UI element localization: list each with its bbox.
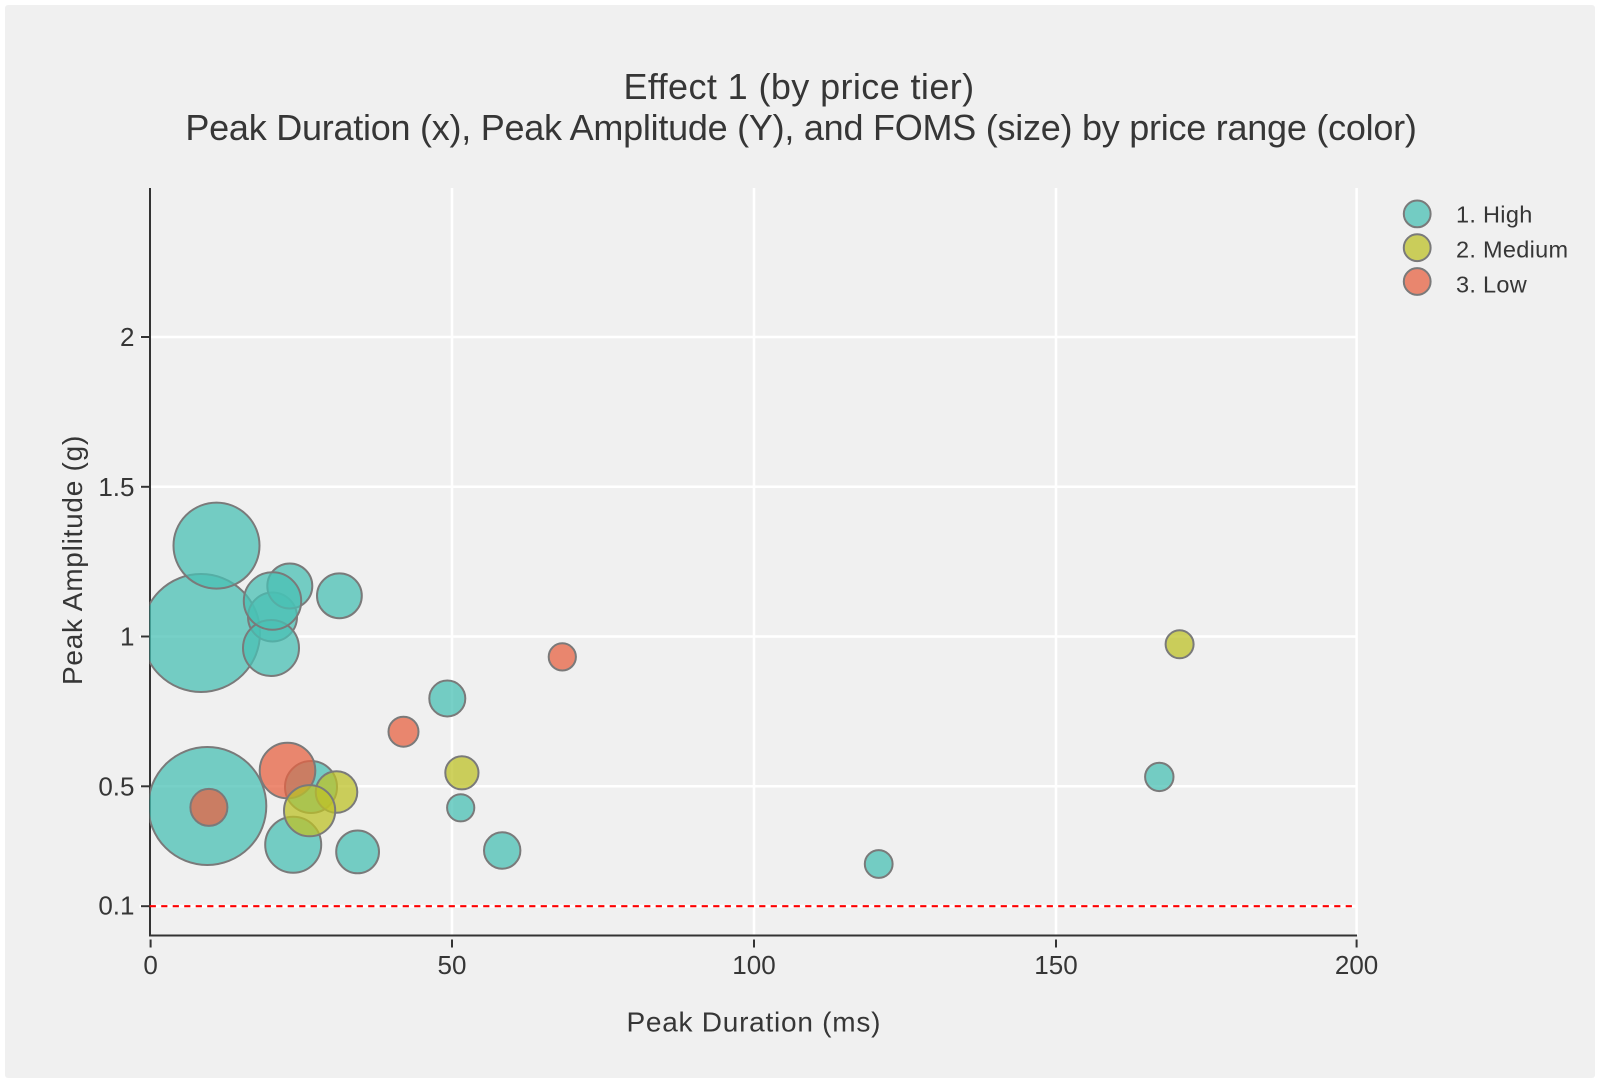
svg-text:0: 0 xyxy=(143,950,157,980)
svg-text:Peak Duration (x), Peak Amplit: Peak Duration (x), Peak Amplitude (Y), a… xyxy=(185,107,1416,148)
svg-text:150: 150 xyxy=(1034,950,1077,980)
svg-text:1. High: 1. High xyxy=(1456,201,1533,227)
svg-text:Peak Duration (ms): Peak Duration (ms) xyxy=(626,1007,881,1038)
svg-text:Peak Amplitude (g): Peak Amplitude (g) xyxy=(57,435,88,685)
svg-text:2: 2 xyxy=(120,322,134,352)
svg-text:0.1: 0.1 xyxy=(98,890,134,920)
svg-text:100: 100 xyxy=(732,950,775,980)
svg-text:3. Low: 3. Low xyxy=(1456,271,1528,297)
svg-text:2. Medium: 2. Medium xyxy=(1456,236,1568,262)
svg-text:1: 1 xyxy=(120,622,134,652)
svg-text:Effect 1 (by price tier): Effect 1 (by price tier) xyxy=(623,66,974,107)
svg-text:200: 200 xyxy=(1335,950,1378,980)
svg-text:1.5: 1.5 xyxy=(98,472,134,502)
svg-text:50: 50 xyxy=(438,950,467,980)
svg-text:0.5: 0.5 xyxy=(98,771,134,801)
